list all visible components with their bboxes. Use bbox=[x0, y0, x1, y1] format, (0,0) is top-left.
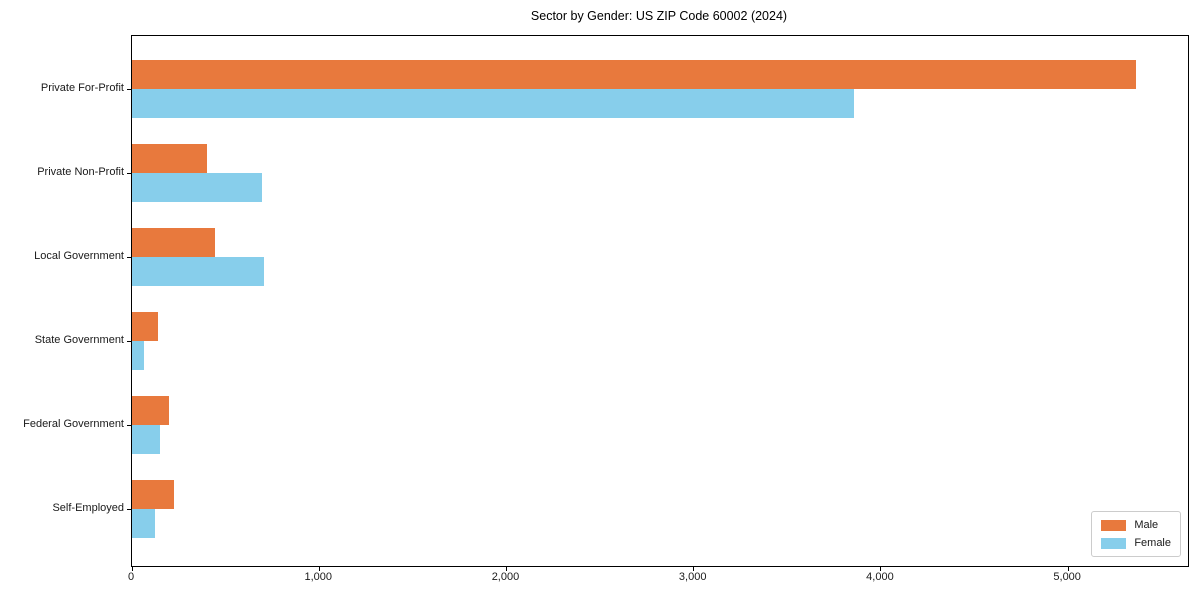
legend: Male Female bbox=[1091, 511, 1181, 557]
bar-male-2 bbox=[132, 228, 216, 257]
bar-female-3 bbox=[132, 341, 145, 370]
x-axis-label-3: 3,000 bbox=[678, 571, 707, 583]
y-axis-label-1: Private Non-Profit bbox=[37, 166, 124, 178]
x-tick-mark bbox=[693, 567, 695, 571]
x-axis-label-5: 5,000 bbox=[1053, 571, 1081, 583]
y-tick-mark bbox=[127, 172, 131, 174]
y-tick-mark bbox=[127, 256, 131, 258]
y-tick-mark bbox=[127, 88, 131, 90]
bar-male-4 bbox=[132, 396, 170, 425]
legend-label-female: Female bbox=[1134, 537, 1171, 549]
bar-male-0 bbox=[132, 60, 1136, 89]
y-axis-label-2: Local Government bbox=[34, 250, 124, 262]
x-axis-label-0: 0 bbox=[127, 571, 135, 583]
x-tick-mark bbox=[880, 567, 882, 571]
y-tick-mark bbox=[127, 508, 131, 510]
bar-female-0 bbox=[132, 89, 854, 118]
bar-male-3 bbox=[132, 312, 159, 341]
x-tick-mark bbox=[505, 567, 507, 571]
y-tick-mark bbox=[127, 340, 131, 342]
y-axis-label-5: Self-Employed bbox=[52, 502, 124, 514]
legend-label-male: Male bbox=[1134, 519, 1159, 531]
legend-swatch-female bbox=[1101, 537, 1127, 549]
chart-title: Sector by Gender: US ZIP Code 60002 (202… bbox=[530, 9, 788, 23]
bar-female-2 bbox=[132, 257, 264, 286]
x-axis-label-2: 2,000 bbox=[491, 571, 520, 583]
x-tick-mark bbox=[1067, 567, 1069, 571]
legend-item-female: Female bbox=[1101, 537, 1171, 549]
bar-male-1 bbox=[132, 144, 207, 173]
y-axis-label-0: Private For-Profit bbox=[40, 82, 124, 94]
legend-item-male: Male bbox=[1101, 519, 1171, 531]
x-tick-mark bbox=[318, 567, 320, 571]
plot-area: Male Female bbox=[127, 35, 1189, 571]
bar-female-1 bbox=[132, 173, 263, 202]
y-axis-label-4: Federal Government bbox=[23, 418, 124, 430]
x-tick-mark bbox=[131, 567, 133, 571]
x-axis-label-1: 1,000 bbox=[304, 571, 332, 583]
y-tick-mark bbox=[127, 424, 131, 426]
legend-swatch-male bbox=[1101, 519, 1127, 531]
y-axis-label-3: State Government bbox=[34, 334, 124, 346]
bar-female-4 bbox=[132, 425, 161, 454]
x-axis-label-4: 4,000 bbox=[866, 571, 894, 583]
bar-female-5 bbox=[132, 509, 155, 538]
bar-male-5 bbox=[132, 480, 175, 509]
